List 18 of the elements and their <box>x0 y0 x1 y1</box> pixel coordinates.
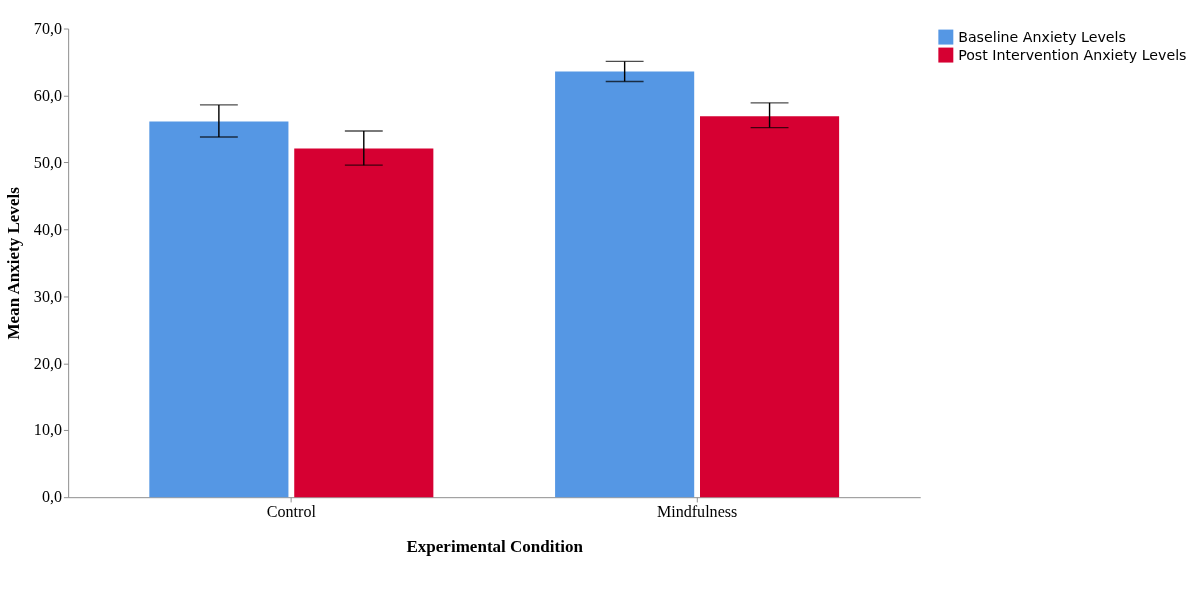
y-tick-label: 40,0 <box>33 220 63 238</box>
y-tick-label: 70,0 <box>33 19 63 37</box>
x-axis-title: Experimental Condition <box>406 536 584 556</box>
x-tick-label: Mindfulness <box>656 502 738 520</box>
y-tick-label: 10,0 <box>33 421 63 439</box>
y-tick-label: 50,0 <box>33 153 63 171</box>
x-tick-label: Control <box>266 502 317 520</box>
y-axis-title: Mean Anxiety Levels <box>3 186 23 340</box>
bar <box>700 116 840 498</box>
legend-label: Post Intervention Anxiety Levels <box>958 46 1187 63</box>
bar <box>149 121 289 498</box>
legend-label: Baseline Anxiety Levels <box>958 28 1126 45</box>
y-tick-label: 0,0 <box>41 488 63 506</box>
y-tick-label: 30,0 <box>33 287 63 305</box>
y-tick-label: 20,0 <box>33 354 63 372</box>
bar <box>555 71 695 498</box>
bar <box>294 148 434 498</box>
y-tick-label: 60,0 <box>33 86 63 104</box>
